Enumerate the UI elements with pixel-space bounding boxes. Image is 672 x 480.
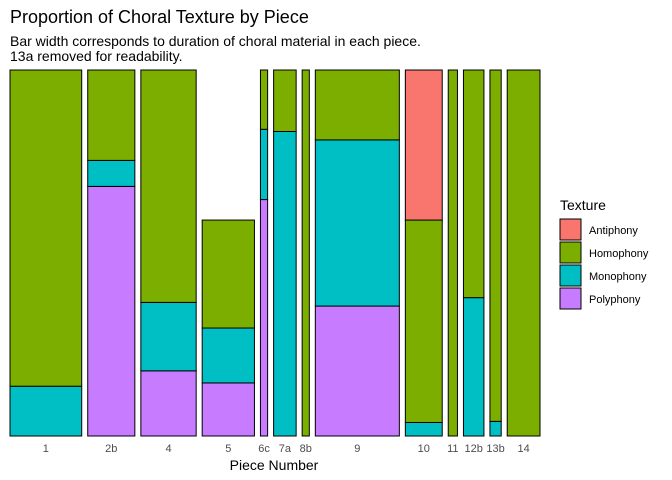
x-axis-title: Piece Number [230,457,319,473]
bar-1-homophony [9,69,83,387]
legend-label-polyphony: Polyphony [589,294,641,306]
bar-10-antiphony [404,69,443,221]
chart-title: Proportion of Choral Texture by Piece [10,7,309,27]
legend-label-homophony: Homophony [589,248,649,260]
x-tick-label-10: 10 [418,443,430,455]
bars-layer [9,69,541,437]
x-tick-label-11: 11 [447,443,458,455]
x-tick-label-1: 1 [43,443,49,455]
x-tick-label-14: 14 [517,443,529,455]
x-tick-label-7a: 7a [279,443,292,455]
bar-6c-monophony [259,128,269,201]
x-tick-label-6c: 6c [258,443,270,455]
bar-11-homophony [447,69,458,437]
bar-5-homophony [201,219,255,329]
bar-2b-homophony [87,69,136,161]
x-tick-label-8b: 8b [300,443,312,455]
bar-4-monophony [140,301,197,372]
bar-14-homophony [506,69,541,437]
bar-7a-homophony [273,69,297,132]
x-tick-label-5: 5 [225,443,231,455]
bar-12b-homophony [462,69,485,299]
bar-5-polyphony [201,382,255,437]
bar-6c-polyphony [259,199,269,437]
legend-swatch-polyphony [559,287,582,310]
bar-5-monophony [201,327,255,384]
bar-6c-homophony [259,69,269,130]
bar-9-monophony [314,139,400,307]
bar-10-monophony [404,421,443,437]
x-tick-label-4: 4 [165,443,171,455]
bar-2b-monophony [87,159,136,187]
x-tick-label-2b: 2b [105,443,117,455]
chart-subtitle-line-2: 13a removed for readability. [10,48,183,64]
bar-12b-monophony [462,297,485,437]
bar-4-homophony [140,69,197,303]
legend-swatch-monophony [559,264,582,287]
bar-7a-monophony [273,130,297,437]
x-tick-label-9: 9 [354,443,360,455]
bar-13b-homophony [489,69,502,422]
legend: Texture Antiphony Homophony Monophony Polyp… [559,197,649,310]
x-tick-label-13b: 13b [486,443,504,455]
legend-swatch-homophony [559,241,582,264]
bar-1-monophony [9,385,83,437]
bar-4-polyphony [140,370,197,437]
bar-8b-homophony [301,69,310,437]
x-tick-labels: 1 2b 4 5 6c 7a 8b 9 10 11 12b 13b 14 [43,443,530,455]
legend-title: Texture [560,197,606,213]
bar-10-homophony [404,219,443,423]
legend-swatch-antiphony [559,218,582,241]
bar-9-polyphony [314,305,400,437]
bar-13b-monophony [489,420,502,437]
legend-label-monophony: Monophony [589,271,647,283]
bar-9-homophony [314,69,400,141]
x-tick-label-12b: 12b [465,443,483,455]
bar-2b-polyphony [87,185,136,437]
chart-subtitle-line-1: Bar width corresponds to duration of cho… [10,33,421,49]
legend-label-antiphony: Antiphony [589,225,638,237]
